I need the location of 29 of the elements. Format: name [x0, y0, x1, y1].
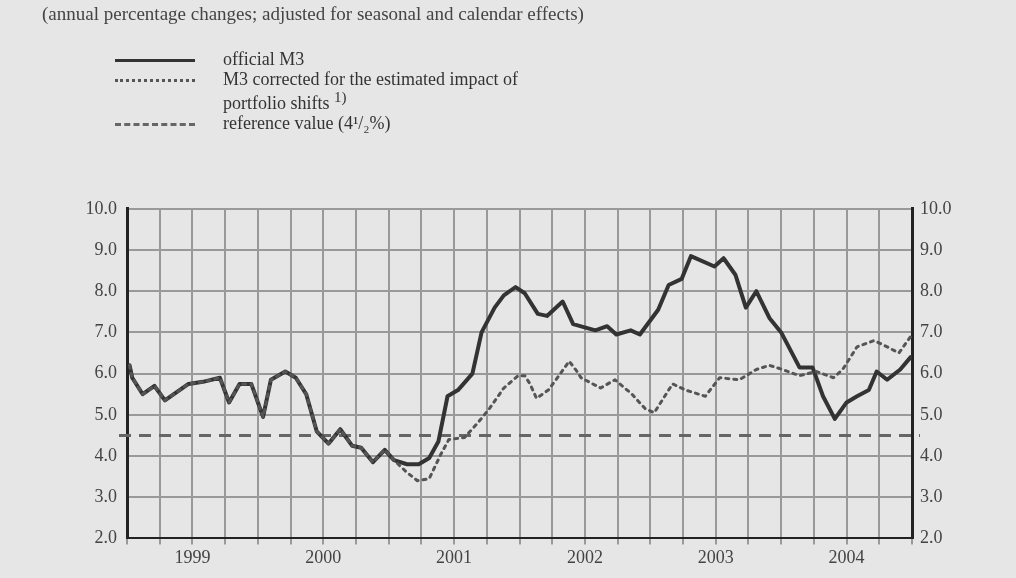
y2-tick-label: 6.0	[920, 362, 943, 383]
chart-title: (annual percentage changes; adjusted for seasonal and calendar effects)	[42, 3, 585, 24]
x-tick-label: 2000	[305, 546, 342, 567]
y-tick-label: 6.0	[94, 362, 117, 383]
y2-tick-label: 9.0	[920, 238, 943, 259]
x-tick-label: 2001	[436, 546, 473, 567]
x-tick-label: 2004	[828, 546, 865, 567]
y2-tick-label: 2.0	[920, 527, 943, 548]
y-tick-label: 2.0	[94, 527, 117, 548]
x-tick-label: 1999	[174, 546, 211, 567]
line-series	[128, 335, 912, 483]
y2-tick-label: 3.0	[920, 485, 943, 506]
y-tick-label: 9.0	[94, 238, 117, 259]
y2-tick-label: 7.0	[920, 321, 943, 342]
y-tick-label: 3.0	[94, 485, 117, 506]
y2-tick-label: 8.0	[920, 279, 943, 300]
y-tick-label: 8.0	[94, 279, 117, 300]
x-tick-label: 2002	[566, 546, 603, 567]
legend-label: M3 corrected for the estimated impact of portfolio shifts $^{1)}$	[223, 69, 519, 113]
y2-tick-label: 10.0	[920, 197, 952, 218]
legend-label: official M3	[223, 49, 306, 69]
y2-tick-label: 5.0	[920, 403, 943, 424]
legend-label: reference value (4¹/₂%)	[223, 113, 392, 133]
x-tick-label: 2003	[697, 546, 734, 567]
y-tick-label: 4.0	[94, 444, 117, 465]
y-tick-label: 5.0	[94, 403, 117, 424]
y-tick-label: 7.0	[94, 321, 117, 342]
y-tick-label: 10.0	[85, 197, 117, 218]
y2-tick-label: 4.0	[920, 444, 943, 465]
